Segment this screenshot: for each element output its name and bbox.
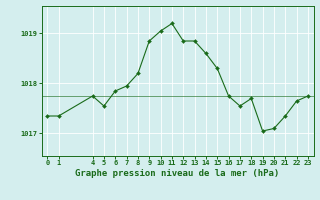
X-axis label: Graphe pression niveau de la mer (hPa): Graphe pression niveau de la mer (hPa)	[76, 169, 280, 178]
